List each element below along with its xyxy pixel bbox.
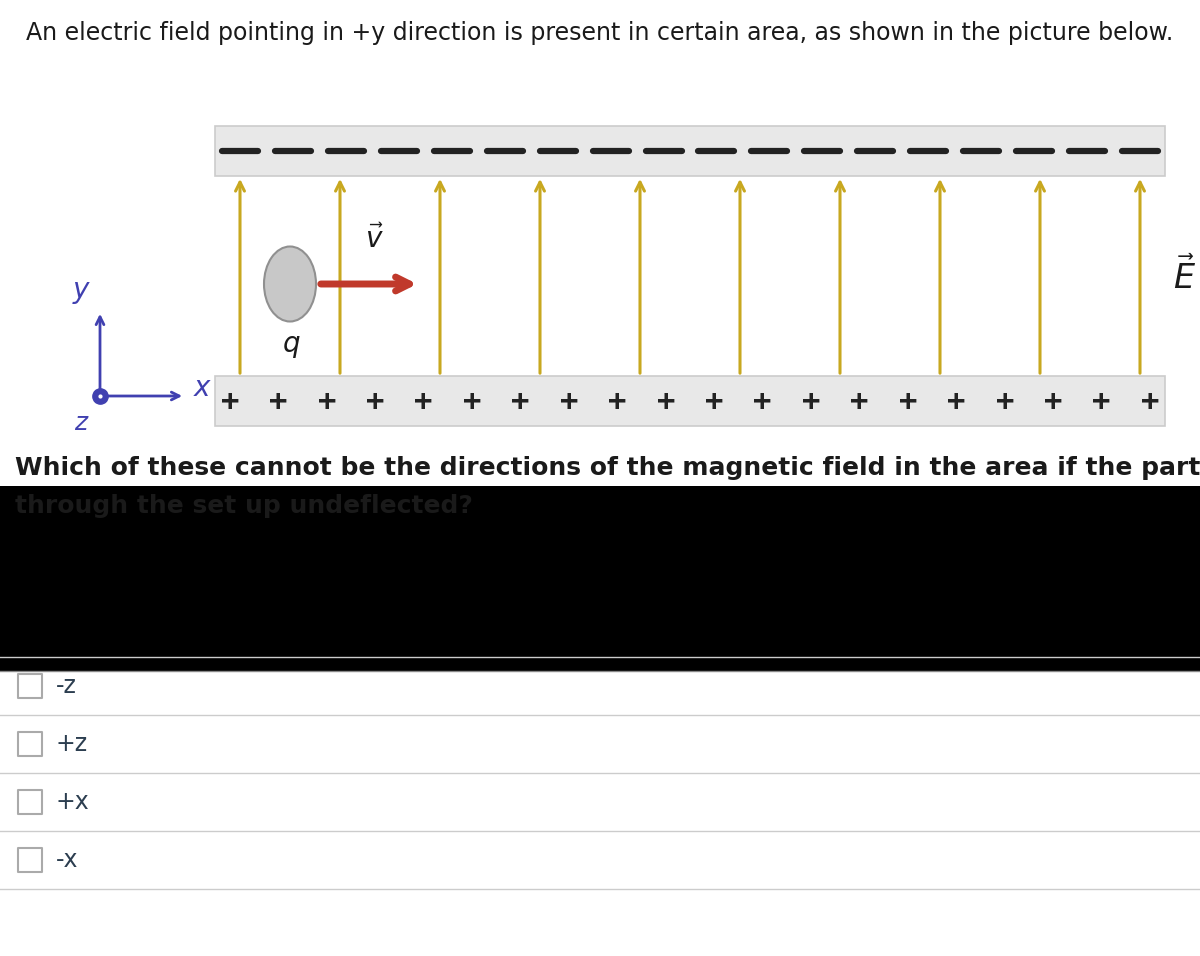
Text: $y$: $y$ — [72, 278, 91, 306]
Text: +: + — [269, 386, 288, 416]
Text: +: + — [996, 386, 1014, 416]
Text: +: + — [463, 386, 481, 416]
Text: Which of these cannot be the directions of the magnetic field in the area if the: Which of these cannot be the directions … — [14, 456, 1200, 480]
Text: $\vec{E}$: $\vec{E}$ — [1174, 256, 1196, 296]
Text: through the set up undeflected?: through the set up undeflected? — [14, 494, 473, 518]
Text: +: + — [414, 386, 433, 416]
Text: -x: -x — [56, 848, 78, 872]
Bar — [18, 732, 42, 756]
Text: +: + — [656, 386, 674, 416]
Text: q: q — [283, 330, 301, 358]
Text: +: + — [706, 386, 724, 416]
Text: +: + — [221, 386, 239, 416]
Text: +z: +z — [56, 732, 88, 756]
Bar — [18, 848, 42, 872]
Text: An electric field pointing in +y direction is present in certain area, as shown : An electric field pointing in +y directi… — [26, 21, 1174, 45]
Text: $\vec{v}$: $\vec{v}$ — [365, 225, 383, 254]
Text: $z$: $z$ — [74, 411, 90, 435]
Text: +: + — [511, 386, 529, 416]
Text: +: + — [608, 386, 626, 416]
Text: $x$: $x$ — [193, 374, 212, 402]
Bar — [215, 376, 1165, 426]
Text: +: + — [1044, 386, 1062, 416]
Text: +: + — [1141, 386, 1159, 416]
Text: +: + — [1092, 386, 1111, 416]
Text: -z: -z — [56, 674, 77, 698]
Bar — [215, 126, 1165, 176]
Text: +: + — [947, 386, 966, 416]
Text: +: + — [851, 386, 869, 416]
Text: +: + — [802, 386, 821, 416]
Text: +: + — [366, 386, 384, 416]
Text: +: + — [559, 386, 578, 416]
Ellipse shape — [264, 247, 316, 321]
Bar — [18, 674, 42, 698]
Bar — [0, 486, 1200, 671]
Text: +: + — [318, 386, 336, 416]
Text: +x: +x — [56, 790, 90, 814]
Text: +: + — [899, 386, 917, 416]
Text: +: + — [754, 386, 772, 416]
Bar — [18, 790, 42, 814]
